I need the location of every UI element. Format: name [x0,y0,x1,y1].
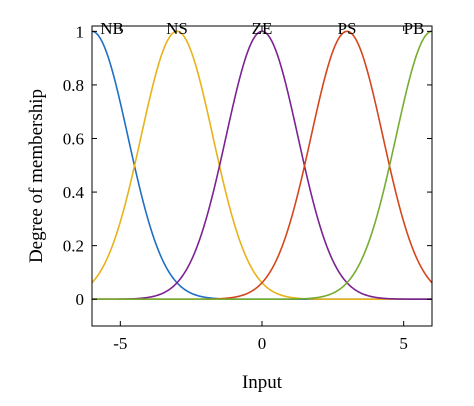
series-line-pb [92,30,433,301]
y-tick-label: 1 [76,22,85,41]
series-line-nb [91,30,432,301]
series-labels: NB NS ZE PS PB [100,19,424,38]
x-tick-label: -5 [113,334,127,353]
y-tick-label: 0.4 [63,183,85,202]
y-tick-label: 0.6 [63,130,84,149]
x-tick-label: 0 [258,334,267,353]
ticks-layer: -5 0 5 0 0.2 0.4 0.6 0.8 1 [63,22,432,353]
series-line-ps [92,30,433,301]
series-label-ps: PS [338,19,357,38]
x-tick-label: 5 [399,334,408,353]
series-label-ze: ZE [252,19,273,38]
series-label-ns: NS [166,19,188,38]
y-tick-label: 0.2 [63,237,84,256]
x-axis-label: Input [242,372,283,393]
y-tick-label: 0 [76,290,85,309]
y-tick-label: 0.8 [63,76,84,95]
series-line-ns [91,30,432,301]
plot-frame [91,25,433,327]
series-label-nb: NB [100,19,124,38]
series-line-ze [92,30,432,301]
y-axis-label: Degree of membership [26,89,47,263]
series-layer [91,30,433,301]
series-label-pb: PB [404,19,425,38]
